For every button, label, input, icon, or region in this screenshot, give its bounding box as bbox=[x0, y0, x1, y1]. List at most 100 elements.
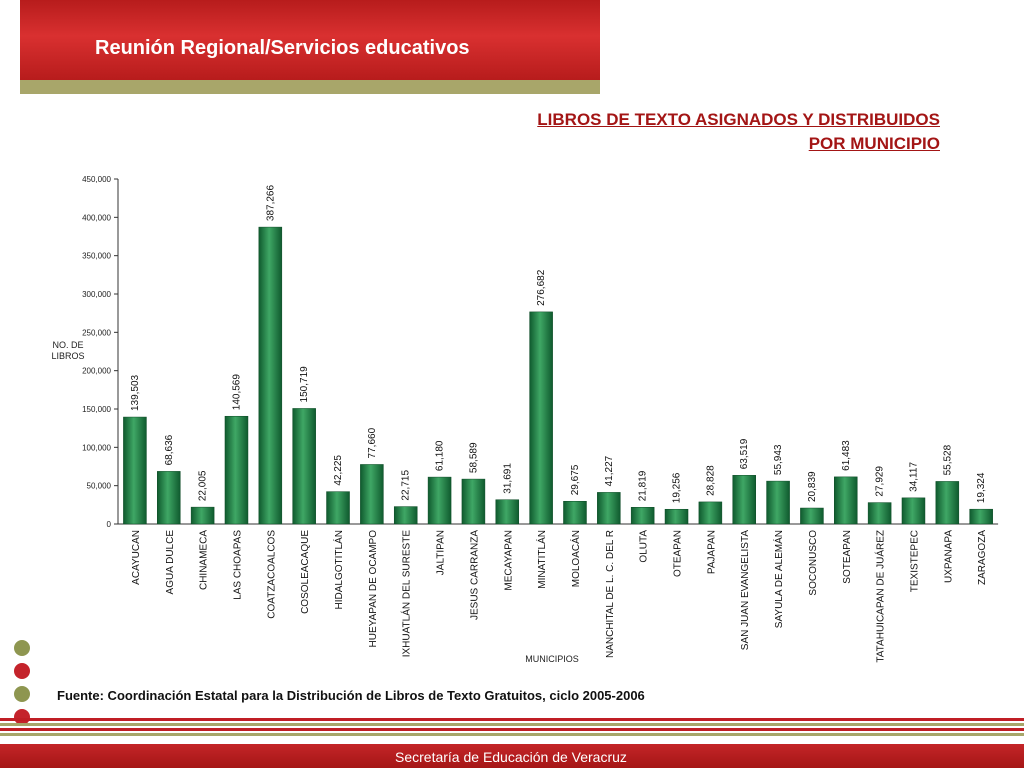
bar-value-label: 42,225 bbox=[333, 455, 344, 486]
bar-chart: 0 50,000 100,000 150,000 200,000 250,000 300,0… bbox=[51, 175, 999, 664]
bar bbox=[867, 502, 892, 525]
bar bbox=[529, 311, 553, 525]
bar-value-label: 140,569 bbox=[231, 374, 242, 411]
x-tick-label: HIDALGOTITLÁN bbox=[332, 530, 345, 609]
x-tick-label: COSOLEACAQUE bbox=[300, 530, 311, 614]
bar bbox=[834, 476, 858, 525]
chart-title: LIBROS DE TEXTO ASIGNADOS Y DISTRIBUIDOS… bbox=[420, 108, 940, 156]
x-tick-label: NANCHITAL DE L. C. DEL R bbox=[605, 530, 616, 658]
bar bbox=[292, 408, 316, 525]
x-tick-label: SAN JUAN EVANGELISTA bbox=[740, 530, 751, 651]
x-tick-label: COATZACOALCOS bbox=[266, 530, 277, 619]
footer-stripe bbox=[0, 718, 1024, 721]
bar-value-label: 387,266 bbox=[265, 185, 276, 222]
y-tick-label: 350,000 bbox=[82, 252, 111, 261]
bar bbox=[427, 476, 452, 525]
bar bbox=[800, 507, 824, 525]
bar-value-label: 22,005 bbox=[198, 470, 209, 501]
y-tick-label: 400,000 bbox=[82, 213, 111, 222]
footer-band bbox=[0, 744, 1024, 768]
bar-value-label: 276,682 bbox=[536, 269, 547, 306]
bar bbox=[732, 475, 756, 525]
bar bbox=[495, 499, 520, 525]
x-tick-label: TEXISTEPEC bbox=[909, 530, 920, 592]
x-tick-label: OTEAPAN bbox=[673, 530, 684, 577]
x-tick-label: ZARAGOZA bbox=[977, 530, 988, 585]
x-axis-label: MUNICIPIOS bbox=[525, 654, 579, 664]
y-tick-label: 0 bbox=[107, 520, 112, 529]
bar-value-label: 21,819 bbox=[638, 470, 649, 501]
bar-value-label: 61,483 bbox=[841, 440, 852, 471]
x-tick-label: MINATITLÁN bbox=[535, 530, 548, 589]
x-tick-label: PAJAPAN bbox=[706, 530, 717, 574]
y-tick-label: 150,000 bbox=[82, 405, 111, 414]
page-title: Reunión Regional/Servicios educativos bbox=[95, 37, 470, 59]
bar-value-label: 139,503 bbox=[130, 374, 141, 411]
bar-value-label: 28,828 bbox=[705, 465, 716, 496]
bar bbox=[597, 492, 621, 525]
bar bbox=[630, 507, 655, 525]
red-dot-icon bbox=[14, 709, 30, 725]
bar bbox=[901, 497, 926, 525]
bar-value-label: 150,719 bbox=[299, 366, 310, 403]
y-axis-label-line-2: LIBROS bbox=[51, 351, 84, 361]
chart-title-line-2: POR MUNICIPIO bbox=[808, 134, 940, 153]
header-olive-stripe bbox=[20, 80, 600, 94]
olive-dot-icon bbox=[14, 640, 30, 656]
bar bbox=[563, 500, 587, 525]
bar bbox=[157, 471, 181, 525]
bar bbox=[360, 464, 384, 525]
footer-text: Secretaría de Educación de Veracruz bbox=[395, 749, 627, 765]
x-tick-label: MECAYAPAN bbox=[503, 530, 514, 591]
chart-title-line-1: LIBROS DE TEXTO ASIGNADOS Y DISTRIBUIDOS bbox=[537, 110, 940, 129]
bar bbox=[969, 508, 993, 525]
y-axis-label-line-1: NO. DE bbox=[52, 340, 83, 350]
bar-value-label: 58,589 bbox=[468, 442, 479, 473]
x-tick-label: CHINAMECA bbox=[199, 530, 210, 590]
bar bbox=[766, 480, 790, 525]
header-band bbox=[20, 0, 600, 80]
red-dot-icon bbox=[14, 663, 30, 679]
bar-value-label: 27,929 bbox=[875, 466, 886, 497]
source-note: Fuente: Coordinación Estatal para la Dis… bbox=[57, 688, 645, 703]
bar-value-label: 34,117 bbox=[908, 462, 919, 492]
bar-value-label: 77,660 bbox=[367, 427, 378, 458]
x-tick-label: IXHUATLÁN DEL SURESTE bbox=[400, 530, 413, 658]
bar-value-label: 31,691 bbox=[502, 463, 513, 494]
olive-dot-icon bbox=[14, 686, 30, 702]
y-tick-label: 50,000 bbox=[87, 482, 112, 491]
x-tick-label: TATAHUICAPAN DE JUÁREZ bbox=[874, 530, 887, 663]
bar-value-label: 61,180 bbox=[435, 440, 446, 471]
x-tick-label: JESUS CARRANZA bbox=[469, 530, 480, 620]
bar-value-label: 41,227 bbox=[604, 455, 615, 486]
bar bbox=[224, 415, 249, 525]
x-tick-label: SOTEAPAN bbox=[842, 530, 853, 584]
bar-value-label: 55,528 bbox=[942, 444, 953, 475]
bar bbox=[461, 478, 486, 525]
x-tick-label: AGUA DULCE bbox=[165, 530, 176, 595]
bar-value-label: 20,839 bbox=[807, 471, 818, 502]
bar-value-label: 19,324 bbox=[976, 472, 987, 503]
y-tick-label: 250,000 bbox=[82, 328, 111, 337]
bar bbox=[935, 481, 960, 525]
x-tick-label: HUEYAPAN DE OCAMPO bbox=[368, 530, 379, 648]
x-tick-label: JALTIPAN bbox=[436, 530, 447, 575]
bar bbox=[258, 226, 283, 525]
y-tick-label: 300,000 bbox=[82, 290, 111, 299]
x-tick-label: SAYULA DE ALEMÁN bbox=[772, 530, 785, 628]
x-tick-label: MOLOACÁN bbox=[569, 530, 582, 587]
bar bbox=[123, 416, 147, 525]
bar bbox=[190, 506, 215, 525]
x-tick-label: OLUTA bbox=[639, 530, 650, 563]
x-tick-label: ACAYUCAN bbox=[131, 530, 142, 585]
bar bbox=[393, 506, 418, 525]
bar-value-label: 68,636 bbox=[164, 434, 175, 465]
x-tick-label: UXPANAPA bbox=[943, 530, 954, 583]
bar-value-label: 19,256 bbox=[672, 472, 683, 503]
y-tick-label: 100,000 bbox=[82, 443, 111, 452]
footer-stripe bbox=[0, 733, 1024, 736]
x-tick-label: LAS CHOAPAS bbox=[232, 530, 243, 600]
bar-value-label: 55,943 bbox=[773, 444, 784, 475]
bar-value-label: 22,715 bbox=[401, 470, 412, 501]
y-tick-label: 450,000 bbox=[82, 175, 111, 184]
